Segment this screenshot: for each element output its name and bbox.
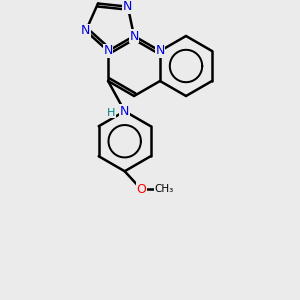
Text: O: O	[136, 183, 146, 196]
Text: N: N	[123, 0, 133, 13]
Text: N: N	[103, 44, 113, 58]
Text: H: H	[107, 108, 116, 118]
Text: N: N	[81, 24, 91, 38]
Text: N: N	[129, 29, 139, 43]
Text: N: N	[155, 44, 165, 58]
Text: CH₃: CH₃	[155, 184, 174, 194]
Text: N: N	[120, 105, 129, 118]
